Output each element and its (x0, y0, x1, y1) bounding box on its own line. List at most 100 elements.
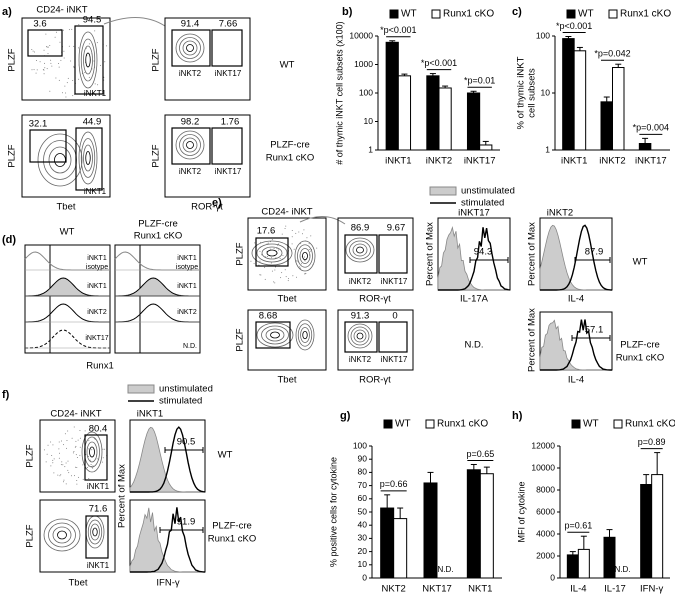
gate (171, 29, 211, 67)
label: iNKT2 (87, 309, 107, 316)
y-tick-label: 40 (358, 519, 368, 529)
label: iNKT17 (215, 69, 242, 78)
contour (265, 328, 285, 342)
y-tick-label: 10 (364, 116, 374, 126)
bar (562, 38, 575, 151)
contour (80, 38, 96, 82)
y-tick-label: 100 (359, 87, 373, 97)
label: iNKT2 (177, 309, 197, 316)
legend-label: WT (578, 9, 594, 20)
label: Percent of Max (425, 222, 436, 286)
contour (85, 52, 91, 68)
event-dot (104, 448, 106, 450)
y-tick-label: 1000 (354, 59, 373, 69)
event-dot (61, 440, 63, 442)
label: ROR-γt (359, 375, 391, 386)
bar (573, 50, 587, 151)
event-dot (43, 49, 45, 51)
label: 1.76 (221, 117, 240, 128)
plot-frame (24, 244, 111, 354)
plot-frame (247, 217, 327, 291)
contour (57, 530, 67, 540)
event-dot (63, 479, 65, 481)
event-dot (96, 42, 98, 44)
event-dot (67, 77, 69, 79)
y-tick-label: 0 (362, 572, 367, 582)
legend-swatch (566, 9, 576, 19)
event-dot (94, 83, 96, 85)
event-dot (36, 69, 38, 71)
contour (37, 133, 83, 187)
event-dot (58, 441, 60, 443)
contour (261, 325, 289, 345)
x-tick-label: IFN-γ (640, 584, 663, 595)
event-dot (75, 466, 77, 468)
contour (186, 44, 194, 52)
event-dot (273, 248, 275, 250)
event-dot (250, 260, 252, 262)
gate (344, 234, 378, 274)
contour (261, 246, 283, 260)
gate (211, 127, 243, 165)
p-value: *p<0.001 (421, 58, 457, 68)
y-tick-label: 10000 (531, 462, 555, 472)
gate (85, 515, 109, 559)
event-dot (281, 272, 283, 274)
event-dot (264, 266, 266, 268)
label: WT (280, 60, 295, 71)
label: 9.67 (387, 223, 406, 234)
x-tick-label: iNKT1 (385, 156, 411, 167)
label: 3.6 (33, 19, 46, 30)
stimulated-histogram (540, 224, 613, 291)
event-dot (88, 43, 90, 45)
event-dot (305, 272, 307, 274)
event-dot (43, 62, 45, 64)
unstimulated-histogram (129, 426, 205, 493)
label: CD24- iNKT (261, 207, 312, 218)
event-dot (259, 274, 261, 276)
event-dot (73, 67, 75, 69)
contour (302, 251, 308, 261)
event-dot (287, 280, 289, 282)
y-tick-label: 10 (358, 559, 368, 569)
legend-label: Runx1 cKO (437, 419, 488, 430)
label: iNKT2 (349, 277, 372, 286)
event-dot (43, 449, 45, 451)
event-dot (94, 30, 96, 32)
event-dot (102, 448, 104, 450)
event-dot (300, 267, 302, 269)
event-dot (300, 243, 302, 245)
contour (78, 31, 98, 89)
event-dot (87, 466, 89, 468)
event-dot (65, 462, 67, 464)
event-dot (32, 50, 34, 52)
legend-swatch (389, 9, 399, 19)
event-dot (47, 46, 49, 48)
event-dot (63, 444, 65, 446)
event-dot (79, 429, 81, 431)
event-dot (52, 444, 54, 446)
legend-swatch (571, 419, 581, 429)
event-dot (308, 249, 310, 251)
gate (255, 321, 291, 349)
event-dot (33, 69, 35, 71)
event-dot (64, 466, 66, 468)
label: 90.5 (177, 437, 196, 448)
label: 80.4 (89, 424, 108, 435)
event-dot (77, 439, 79, 441)
event-dot (58, 448, 60, 450)
event-dot (253, 263, 255, 265)
event-dot (71, 28, 73, 30)
event-dot (304, 273, 306, 275)
label: PLZF-cre (212, 521, 252, 532)
event-dot (267, 242, 269, 244)
event-dot (76, 483, 78, 485)
event-dot (99, 64, 101, 66)
contour (48, 522, 76, 548)
y-tick-label: 30 (358, 533, 368, 543)
event-dot (92, 467, 94, 469)
event-dot (308, 243, 310, 245)
unstimulated-histogram (539, 319, 612, 371)
label: 91.3 (351, 311, 370, 322)
plot-frame (39, 499, 116, 573)
